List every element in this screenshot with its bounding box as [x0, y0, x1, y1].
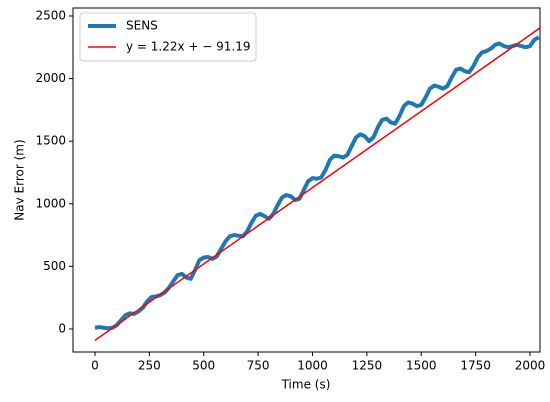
- x-axis-label: Time (s): [281, 378, 331, 392]
- y-tick-label: 500: [43, 259, 66, 273]
- x-tick-label: 250: [138, 359, 161, 373]
- y-tick-label: 1500: [35, 134, 66, 148]
- y-tick-label: 1000: [35, 196, 66, 210]
- data-line: [94, 27, 540, 341]
- x-tick-label: 1000: [297, 359, 328, 373]
- y-tick-label: 2000: [35, 71, 66, 85]
- x-tick-label: 1250: [352, 359, 383, 373]
- x-tick-label: 0: [91, 359, 99, 373]
- legend-label: y = 1.22x + − 91.19: [126, 40, 251, 54]
- data-line: [94, 35, 540, 331]
- x-tick-label: 2000: [515, 359, 546, 373]
- y-tick-label: 2500: [35, 9, 66, 23]
- plot-frame: [72, 7, 541, 353]
- y-tick-label: 0: [58, 321, 66, 335]
- legend-label: SENS: [126, 19, 158, 33]
- x-tick-label: 750: [247, 359, 270, 373]
- x-tick-label: 1500: [406, 359, 437, 373]
- y-axis-label: Nav Error (m): [13, 139, 27, 220]
- legend: SENS y = 1.22x + − 91.19: [79, 12, 257, 62]
- x-tick-label: 1750: [460, 359, 491, 373]
- legend-box: [79, 12, 257, 62]
- x-tick-label: 500: [192, 359, 215, 373]
